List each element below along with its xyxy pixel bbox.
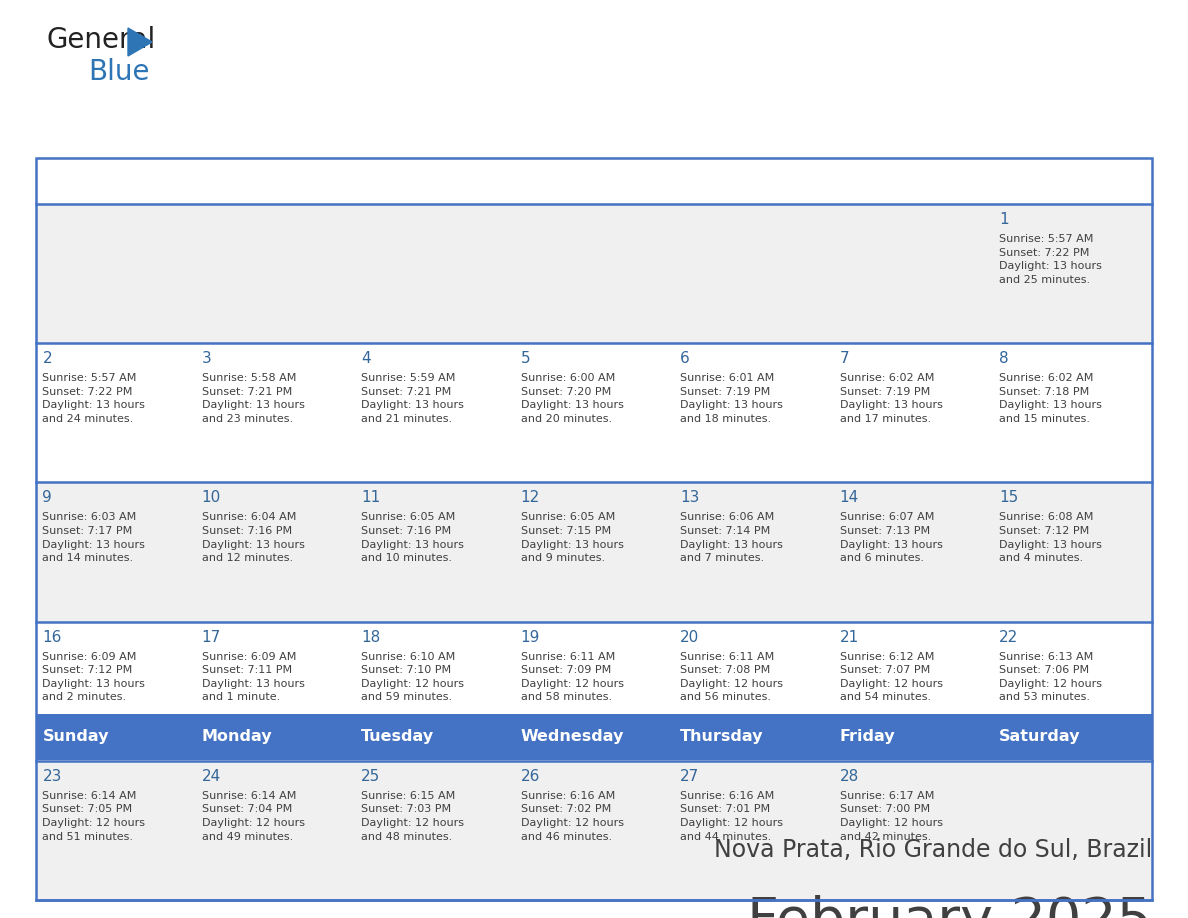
Text: Sunrise: 6:01 AM
Sunset: 7:19 PM
Daylight: 13 hours
and 18 minutes.: Sunrise: 6:01 AM Sunset: 7:19 PM Dayligh… — [680, 374, 783, 424]
Text: Sunrise: 6:14 AM
Sunset: 7:05 PM
Daylight: 12 hours
and 51 minutes.: Sunrise: 6:14 AM Sunset: 7:05 PM Dayligh… — [43, 790, 145, 842]
Text: 10: 10 — [202, 490, 221, 506]
Text: Monday: Monday — [202, 730, 272, 744]
Bar — [36, 714, 1152, 760]
Text: 8: 8 — [999, 352, 1009, 366]
Text: 19: 19 — [520, 630, 541, 644]
Text: Sunrise: 6:14 AM
Sunset: 7:04 PM
Daylight: 12 hours
and 49 minutes.: Sunrise: 6:14 AM Sunset: 7:04 PM Dayligh… — [202, 790, 305, 842]
Text: 16: 16 — [43, 630, 62, 644]
Text: Sunrise: 6:00 AM
Sunset: 7:20 PM
Daylight: 13 hours
and 20 minutes.: Sunrise: 6:00 AM Sunset: 7:20 PM Dayligh… — [520, 374, 624, 424]
Text: Friday: Friday — [840, 730, 895, 744]
Bar — [36, 621, 1152, 761]
Text: 21: 21 — [840, 630, 859, 644]
Text: Sunrise: 6:02 AM
Sunset: 7:18 PM
Daylight: 13 hours
and 15 minutes.: Sunrise: 6:02 AM Sunset: 7:18 PM Dayligh… — [999, 374, 1101, 424]
Text: Sunrise: 6:13 AM
Sunset: 7:06 PM
Daylight: 12 hours
and 53 minutes.: Sunrise: 6:13 AM Sunset: 7:06 PM Dayligh… — [999, 652, 1102, 702]
Text: Sunrise: 6:05 AM
Sunset: 7:15 PM
Daylight: 13 hours
and 9 minutes.: Sunrise: 6:05 AM Sunset: 7:15 PM Dayligh… — [520, 512, 624, 564]
Text: Wednesday: Wednesday — [520, 730, 624, 744]
Text: Sunrise: 6:09 AM
Sunset: 7:11 PM
Daylight: 13 hours
and 1 minute.: Sunrise: 6:09 AM Sunset: 7:11 PM Dayligh… — [202, 652, 304, 702]
Text: Sunrise: 5:57 AM
Sunset: 7:22 PM
Daylight: 13 hours
and 25 minutes.: Sunrise: 5:57 AM Sunset: 7:22 PM Dayligh… — [999, 234, 1101, 285]
Text: Sunrise: 6:07 AM
Sunset: 7:13 PM
Daylight: 13 hours
and 6 minutes.: Sunrise: 6:07 AM Sunset: 7:13 PM Dayligh… — [840, 512, 942, 564]
Text: 22: 22 — [999, 630, 1018, 644]
Text: General: General — [46, 26, 156, 54]
Text: 15: 15 — [999, 490, 1018, 506]
Text: Sunrise: 6:08 AM
Sunset: 7:12 PM
Daylight: 13 hours
and 4 minutes.: Sunrise: 6:08 AM Sunset: 7:12 PM Dayligh… — [999, 512, 1101, 564]
Text: Sunrise: 6:16 AM
Sunset: 7:02 PM
Daylight: 12 hours
and 46 minutes.: Sunrise: 6:16 AM Sunset: 7:02 PM Dayligh… — [520, 790, 624, 842]
Text: Sunrise: 6:09 AM
Sunset: 7:12 PM
Daylight: 13 hours
and 2 minutes.: Sunrise: 6:09 AM Sunset: 7:12 PM Dayligh… — [43, 652, 145, 702]
Text: Sunrise: 6:11 AM
Sunset: 7:09 PM
Daylight: 12 hours
and 58 minutes.: Sunrise: 6:11 AM Sunset: 7:09 PM Dayligh… — [520, 652, 624, 702]
Text: 5: 5 — [520, 352, 530, 366]
Text: Sunrise: 6:17 AM
Sunset: 7:00 PM
Daylight: 12 hours
and 42 minutes.: Sunrise: 6:17 AM Sunset: 7:00 PM Dayligh… — [840, 790, 942, 842]
Text: 7: 7 — [840, 352, 849, 366]
Bar — [36, 158, 1152, 900]
Text: 26: 26 — [520, 768, 541, 784]
Text: 3: 3 — [202, 352, 211, 366]
Text: Sunrise: 6:16 AM
Sunset: 7:01 PM
Daylight: 12 hours
and 44 minutes.: Sunrise: 6:16 AM Sunset: 7:01 PM Dayligh… — [680, 790, 783, 842]
Text: 20: 20 — [680, 630, 700, 644]
Text: Nova Prata, Rio Grande do Sul, Brazil: Nova Prata, Rio Grande do Sul, Brazil — [714, 838, 1152, 862]
Text: Blue: Blue — [88, 58, 150, 86]
Text: 18: 18 — [361, 630, 380, 644]
Bar — [36, 343, 1152, 482]
Text: Sunrise: 5:58 AM
Sunset: 7:21 PM
Daylight: 13 hours
and 23 minutes.: Sunrise: 5:58 AM Sunset: 7:21 PM Dayligh… — [202, 374, 304, 424]
Text: Sunrise: 6:05 AM
Sunset: 7:16 PM
Daylight: 13 hours
and 10 minutes.: Sunrise: 6:05 AM Sunset: 7:16 PM Dayligh… — [361, 512, 465, 564]
Text: Saturday: Saturday — [999, 730, 1080, 744]
Text: 12: 12 — [520, 490, 539, 506]
Text: Tuesday: Tuesday — [361, 730, 435, 744]
Text: Sunrise: 6:12 AM
Sunset: 7:07 PM
Daylight: 12 hours
and 54 minutes.: Sunrise: 6:12 AM Sunset: 7:07 PM Dayligh… — [840, 652, 942, 702]
Text: 14: 14 — [840, 490, 859, 506]
Text: Sunrise: 6:04 AM
Sunset: 7:16 PM
Daylight: 13 hours
and 12 minutes.: Sunrise: 6:04 AM Sunset: 7:16 PM Dayligh… — [202, 512, 304, 564]
Text: 25: 25 — [361, 768, 380, 784]
Text: 24: 24 — [202, 768, 221, 784]
Text: 2: 2 — [43, 352, 52, 366]
Text: Sunrise: 6:10 AM
Sunset: 7:10 PM
Daylight: 12 hours
and 59 minutes.: Sunrise: 6:10 AM Sunset: 7:10 PM Dayligh… — [361, 652, 465, 702]
Text: 9: 9 — [43, 490, 52, 506]
Text: Sunrise: 6:06 AM
Sunset: 7:14 PM
Daylight: 13 hours
and 7 minutes.: Sunrise: 6:06 AM Sunset: 7:14 PM Dayligh… — [680, 512, 783, 564]
Bar — [36, 761, 1152, 900]
Bar — [36, 204, 1152, 343]
Text: 11: 11 — [361, 490, 380, 506]
Text: Sunrise: 6:03 AM
Sunset: 7:17 PM
Daylight: 13 hours
and 14 minutes.: Sunrise: 6:03 AM Sunset: 7:17 PM Dayligh… — [43, 512, 145, 564]
Text: 17: 17 — [202, 630, 221, 644]
Text: February 2025: February 2025 — [747, 895, 1152, 918]
Text: Sunday: Sunday — [43, 730, 109, 744]
Text: Thursday: Thursday — [680, 730, 764, 744]
Text: Sunrise: 5:57 AM
Sunset: 7:22 PM
Daylight: 13 hours
and 24 minutes.: Sunrise: 5:57 AM Sunset: 7:22 PM Dayligh… — [43, 374, 145, 424]
Text: 27: 27 — [680, 768, 700, 784]
Text: 23: 23 — [43, 768, 62, 784]
Text: 13: 13 — [680, 490, 700, 506]
Polygon shape — [128, 28, 152, 56]
Text: Sunrise: 5:59 AM
Sunset: 7:21 PM
Daylight: 13 hours
and 21 minutes.: Sunrise: 5:59 AM Sunset: 7:21 PM Dayligh… — [361, 374, 465, 424]
Text: 28: 28 — [840, 768, 859, 784]
Text: 1: 1 — [999, 212, 1009, 227]
Text: Sunrise: 6:02 AM
Sunset: 7:19 PM
Daylight: 13 hours
and 17 minutes.: Sunrise: 6:02 AM Sunset: 7:19 PM Dayligh… — [840, 374, 942, 424]
Bar — [36, 482, 1152, 621]
Text: 4: 4 — [361, 352, 371, 366]
Text: 6: 6 — [680, 352, 690, 366]
Text: Sunrise: 6:15 AM
Sunset: 7:03 PM
Daylight: 12 hours
and 48 minutes.: Sunrise: 6:15 AM Sunset: 7:03 PM Dayligh… — [361, 790, 465, 842]
Text: Sunrise: 6:11 AM
Sunset: 7:08 PM
Daylight: 12 hours
and 56 minutes.: Sunrise: 6:11 AM Sunset: 7:08 PM Dayligh… — [680, 652, 783, 702]
